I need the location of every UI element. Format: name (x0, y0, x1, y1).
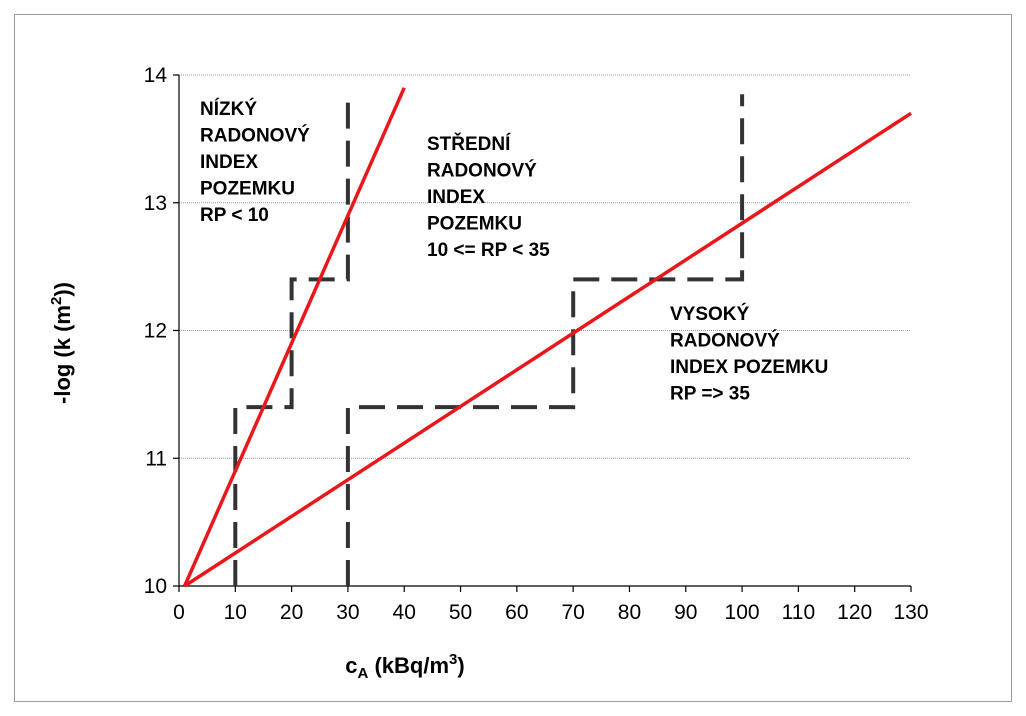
x-axis-title-unit: (kBq/m (368, 653, 449, 678)
region-label-line: RP < 10 (200, 205, 269, 226)
region-label-line: RP => 35 (670, 384, 750, 405)
region-label-line: STŘEDNÍ (427, 133, 511, 155)
x-tick-label: 110 (782, 601, 815, 624)
y-tick-label: 11 (145, 447, 167, 470)
x-tick-label: 10 (224, 601, 247, 624)
y-tick-label: 14 (144, 64, 168, 87)
region-label-high: VYSOKÝ RADONOVÝ INDEX POZEMKU RP => 35 (670, 303, 828, 405)
chart-frame: 10 11 12 13 14 0 10 20 30 40 50 60 70 80 90 100 110 120 13… (14, 14, 1012, 702)
region-label-line: POZEMKU (427, 214, 522, 235)
region-label-line: RADONOVÝ (200, 125, 310, 147)
x-tick-label: 50 (449, 601, 472, 624)
x-tick-label: 80 (618, 601, 641, 624)
x-tick-label: 20 (280, 601, 303, 624)
region-label-line: NÍZKÝ (200, 98, 257, 120)
region-label-line: INDEX POZEMKU (670, 357, 828, 378)
x-tick-label: 90 (674, 601, 697, 624)
y-tick-label: 13 (144, 192, 167, 215)
chart-canvas: 10 11 12 13 14 0 10 20 30 40 50 60 70 80 90 100 110 120 13… (48, 64, 929, 682)
region-label-line: 10 <= RP < 35 (427, 240, 550, 261)
region-label-low: NÍZKÝ RADONOVÝ INDEX POZEMKU RP < 10 (200, 98, 310, 226)
y-axis-title: -log (k (m2)) (48, 282, 75, 404)
axes: 10 11 12 13 14 0 10 20 30 40 50 60 70 80 90 100 110 120 13… (144, 64, 929, 624)
x-tick-label: 100 (725, 601, 760, 624)
step-boundary-2 (345, 94, 745, 586)
x-tick-label: 0 (173, 601, 185, 624)
x-axis-title-main: c (345, 653, 357, 678)
x-axis-title-subscript: A (358, 665, 369, 682)
region-label-medium: STŘEDNÍ RADONOVÝ INDEX POZEMKU 10 <= RP < 35 (427, 133, 550, 261)
y-tick-label: 12 (144, 320, 167, 343)
region-label-line: RADONOVÝ (427, 160, 537, 182)
region-annotations: NÍZKÝ RADONOVÝ INDEX POZEMKU RP < 10 STŘEDNÍ R… (200, 98, 828, 405)
region-label-line: VYSOKÝ (670, 303, 750, 325)
gridlines (179, 74, 911, 459)
y-tick-label: 10 (144, 575, 167, 598)
x-tick-label: 40 (393, 601, 416, 624)
region-label-line: POZEMKU (200, 179, 295, 200)
y-axis-title-superscript: 2 (48, 297, 65, 305)
region-label-line: RADONOVÝ (670, 330, 780, 352)
x-tick-label: 70 (561, 601, 584, 624)
boundary-line-1 (182, 87, 406, 587)
x-tick-label: 130 (893, 601, 928, 624)
step-lines (233, 94, 745, 586)
x-tick-label: 60 (505, 601, 528, 624)
x-axis-title-end: ) (457, 653, 464, 678)
x-axis-title: cA (kBq/m3) (345, 651, 464, 682)
y-axis-title-end: )) (50, 282, 75, 297)
x-axis-title-superscript: 3 (449, 651, 457, 668)
region-label-line: INDEX (200, 152, 258, 173)
x-tick-label: 120 (837, 601, 872, 624)
x-tick-label: 30 (336, 601, 359, 624)
region-label-line: INDEX (427, 187, 485, 208)
y-axis-title-main: -log (k (m (50, 305, 75, 404)
boundary-line-2 (183, 111, 912, 588)
boundary-lines (182, 87, 912, 588)
